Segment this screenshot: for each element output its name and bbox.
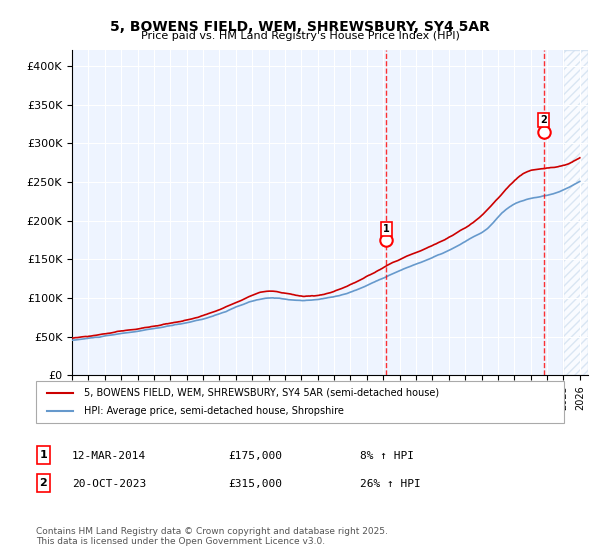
Text: 20-OCT-2023: 20-OCT-2023 (72, 479, 146, 489)
FancyBboxPatch shape (36, 381, 564, 423)
Text: 2: 2 (40, 478, 47, 488)
Text: Price paid vs. HM Land Registry's House Price Index (HPI): Price paid vs. HM Land Registry's House … (140, 31, 460, 41)
Text: 5, BOWENS FIELD, WEM, SHREWSBURY, SY4 5AR: 5, BOWENS FIELD, WEM, SHREWSBURY, SY4 5A… (110, 20, 490, 34)
Text: 12-MAR-2014: 12-MAR-2014 (72, 451, 146, 461)
Text: 8% ↑ HPI: 8% ↑ HPI (360, 451, 414, 461)
Text: 1: 1 (40, 450, 47, 460)
FancyBboxPatch shape (37, 474, 50, 492)
Text: £315,000: £315,000 (228, 479, 282, 489)
Text: 2: 2 (541, 115, 547, 125)
Point (382, 235, 391, 244)
Text: Contains HM Land Registry data © Crown copyright and database right 2025.
This d: Contains HM Land Registry data © Crown c… (36, 526, 388, 546)
Text: 5, BOWENS FIELD, WEM, SHREWSBURY, SY4 5AR (semi-detached house): 5, BOWENS FIELD, WEM, SHREWSBURY, SY4 5A… (83, 388, 439, 398)
FancyBboxPatch shape (37, 446, 50, 464)
Text: £175,000: £175,000 (228, 451, 282, 461)
Point (539, 127, 548, 136)
Text: 26% ↑ HPI: 26% ↑ HPI (360, 479, 421, 489)
Bar (563, 50, 588, 375)
Text: 1: 1 (383, 223, 390, 234)
Text: HPI: Average price, semi-detached house, Shropshire: HPI: Average price, semi-detached house,… (83, 406, 343, 416)
